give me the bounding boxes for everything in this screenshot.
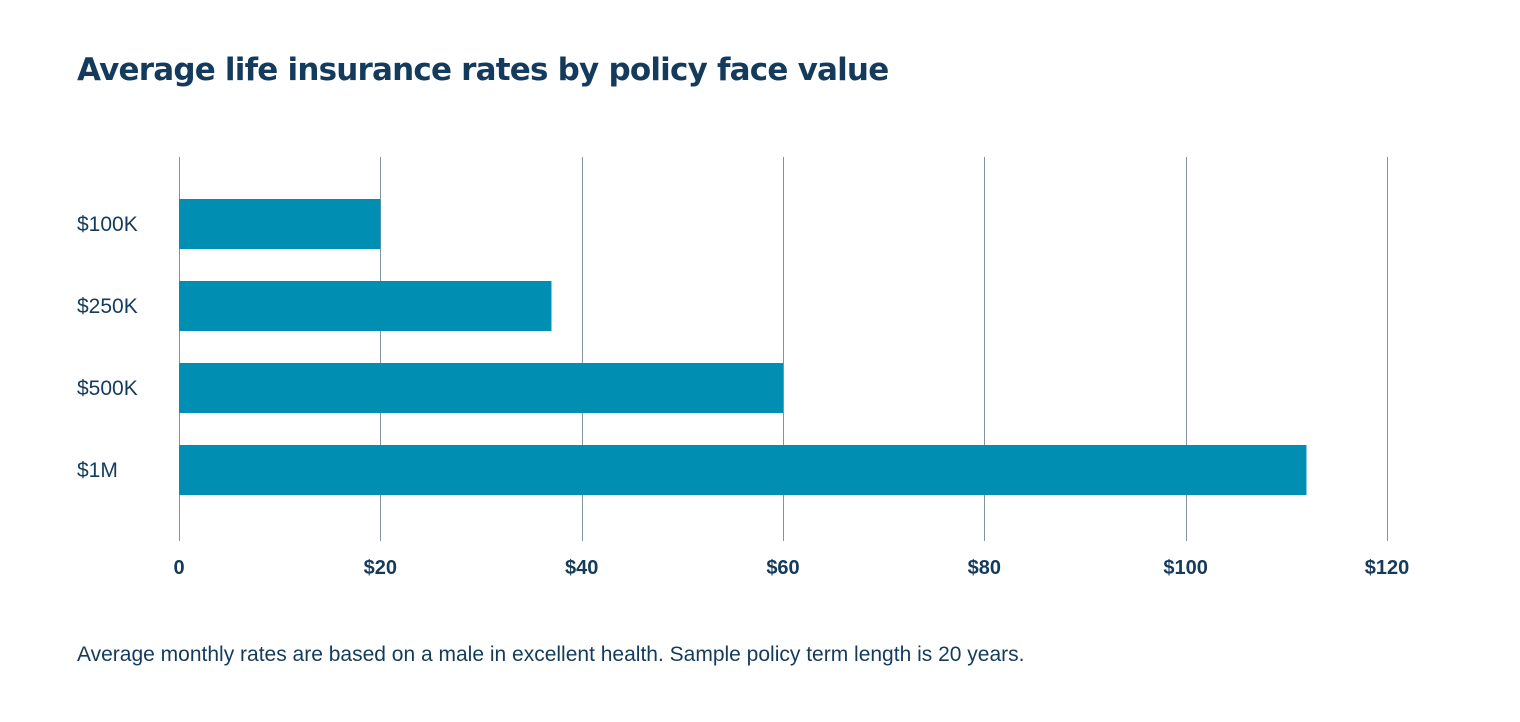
category-label-0: $100K: [77, 213, 138, 236]
category-labels: $100K $250K $500K $1M: [77, 213, 138, 482]
bar-2: [179, 363, 783, 413]
category-label-3: $1M: [77, 459, 118, 482]
x-tick-label-5: $100: [1163, 557, 1208, 579]
x-tick-label-6: $120: [1365, 557, 1410, 579]
x-axis-tick-labels: 0 $20 $40 $60 $80 $100 $120: [173, 557, 1409, 579]
x-tick-label-4: $80: [968, 557, 1001, 579]
bars: [179, 199, 1307, 495]
bar-3: [179, 445, 1307, 495]
category-label-2: $500K: [77, 377, 138, 400]
chart-title: Average life insurance rates by policy f…: [77, 52, 889, 88]
chart-footnote: Average monthly rates are based on a mal…: [77, 643, 1025, 666]
bar-0: [179, 199, 381, 249]
x-tick-label-0: 0: [173, 557, 184, 579]
category-label-1: $250K: [77, 295, 138, 318]
x-tick-label-1: $20: [364, 557, 397, 579]
x-tick-label-2: $40: [565, 557, 598, 579]
x-tick-label-3: $60: [766, 557, 799, 579]
bar-1: [179, 281, 552, 331]
